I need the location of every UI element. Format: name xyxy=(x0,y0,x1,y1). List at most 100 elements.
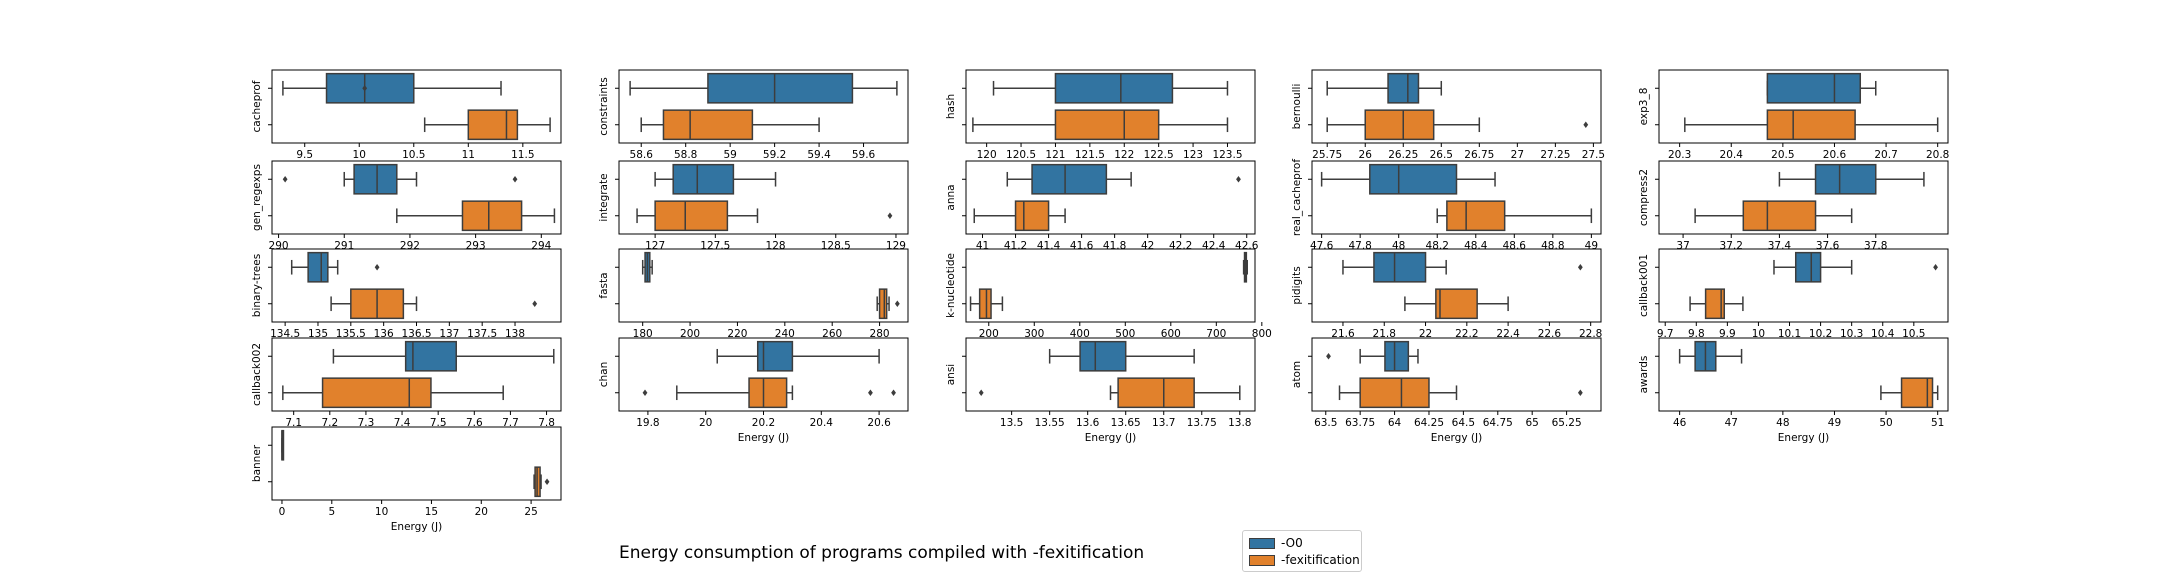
axes-frame xyxy=(618,248,909,323)
y-axis-label: constraints xyxy=(598,77,610,135)
x-tick-label: 37.2 xyxy=(1720,240,1743,252)
x-tick-label: 26 xyxy=(1359,149,1373,161)
x-tick-label: 15 xyxy=(425,506,438,518)
axes-frame xyxy=(618,160,909,235)
x-tick-label: 7.4 xyxy=(394,417,411,429)
box-o0 xyxy=(353,163,398,195)
subplot-exp3-8: 20.3 20.4 20.5 20.6 20.7 20.8 exp3_8 xyxy=(1638,69,1949,161)
x-tick-label: 48.2 xyxy=(1426,240,1449,252)
subplot-awards: 46 47 48 49 50 51 awards Energy (J) xyxy=(1638,337,1949,444)
outlier-o0 xyxy=(1577,264,1583,271)
x-tick-label: 200 xyxy=(979,328,999,340)
x-tick-label: 47.8 xyxy=(1348,240,1371,252)
y-axis-label: bernoulli xyxy=(1291,84,1303,130)
x-tick-label: 7.1 xyxy=(285,417,302,429)
box-fexitification xyxy=(1364,109,1435,141)
x-tick-label: 129 xyxy=(886,240,906,252)
legend-label-o0: -O0 xyxy=(1281,536,1303,550)
subplot-fasta: 180 200 220 240 260 280 fasta xyxy=(598,248,909,340)
x-tick-label: 240 xyxy=(775,328,795,340)
x-tick-label: 123 xyxy=(1183,149,1203,161)
x-tick-label: 13.65 xyxy=(1111,417,1141,429)
box-fexitification xyxy=(1359,377,1430,409)
x-axis-label: Energy (J) xyxy=(1085,432,1136,444)
outlier-o0 xyxy=(1326,353,1331,360)
box-fexitification xyxy=(748,377,788,409)
x-tick-label: 26.5 xyxy=(1430,149,1453,161)
x-tick-label: 293 xyxy=(466,240,486,252)
y-axis-label: awards xyxy=(1638,356,1650,394)
x-tick-label: 121.5 xyxy=(1075,149,1105,161)
x-axis-label: Energy (J) xyxy=(391,521,442,533)
x-tick-label: 41.2 xyxy=(1004,240,1027,252)
x-tick-label: 800 xyxy=(1252,328,1272,340)
subplot-binary-trees: 134.5 135 135.5 136 136.5 137 137.5 138 binary-t… xyxy=(251,248,562,340)
x-tick-label: 19.8 xyxy=(636,417,659,429)
x-tick-label: 137 xyxy=(439,328,459,340)
x-tick-label: 700 xyxy=(1206,328,1226,340)
box-o0 xyxy=(1373,251,1427,283)
x-tick-label: 20.6 xyxy=(1823,149,1847,161)
legend-label-fexitification: -fexitification xyxy=(1281,553,1360,567)
x-tick-label: 20.3 xyxy=(1668,149,1691,161)
subplot-real-cacheprof: 47.6 47.8 48 48.2 48.4 48.6 48.8 49 real_cachepr… xyxy=(1291,159,1602,252)
box-fexitification xyxy=(662,109,754,141)
x-tick-label: 7.5 xyxy=(430,417,447,429)
subplot-chan: 19.8 20 20.2 20.4 20.6 chan Energy (J) xyxy=(598,337,909,444)
x-tick-label: 135.5 xyxy=(336,328,366,340)
x-tick-label: 59 xyxy=(723,149,736,161)
x-tick-label: 37.8 xyxy=(1864,240,1887,252)
x-tick-label: 20.6 xyxy=(867,417,891,429)
x-tick-label: 11 xyxy=(462,149,475,161)
x-tick-label: 20 xyxy=(475,506,488,518)
box-fexitification xyxy=(1117,377,1195,409)
axes-frame xyxy=(965,248,1256,323)
box-o0 xyxy=(1794,251,1822,283)
box-fexitification xyxy=(1742,200,1817,232)
axes-frame xyxy=(1658,69,1949,144)
box-fexitification xyxy=(878,288,888,320)
x-tick-label: 9.9 xyxy=(1719,328,1736,340)
subplot-callback001: 9.7 9.8 9.9 10 10.1 10.2 10.3 10.4 10.5 callback0… xyxy=(1638,248,1949,340)
x-tick-label: 120.5 xyxy=(1006,149,1036,161)
outlier-fexitification xyxy=(642,389,648,396)
box-o0 xyxy=(1387,72,1420,104)
axes-frame xyxy=(1658,160,1949,235)
y-axis-label: ansi xyxy=(945,364,957,385)
x-tick-label: 64.5 xyxy=(1452,417,1475,429)
x-tick-label: 47 xyxy=(1725,417,1738,429)
y-axis-label: gen_regexps xyxy=(251,164,263,231)
axes-frame xyxy=(1658,337,1949,412)
x-tick-label: 9.7 xyxy=(1657,328,1674,340)
x-tick-label: 13.8 xyxy=(1228,417,1251,429)
x-tick-label: 10.1 xyxy=(1778,328,1801,340)
x-tick-label: 7.2 xyxy=(321,417,338,429)
x-tick-label: 48.6 xyxy=(1503,240,1527,252)
subplot-atom: 63.5 63.75 64 64.25 64.5 64.75 65 65.25 atom Ener… xyxy=(1291,337,1602,444)
box-o0 xyxy=(1814,163,1877,195)
x-axis-label: Energy (J) xyxy=(1778,432,1829,444)
box-fexitification xyxy=(321,377,432,409)
x-tick-label: 37 xyxy=(1676,240,1689,252)
x-tick-label: 400 xyxy=(1070,328,1090,340)
x-tick-label: 13.55 xyxy=(1035,417,1065,429)
x-tick-label: 127.5 xyxy=(700,240,730,252)
x-tick-label: 136 xyxy=(374,328,394,340)
x-tick-label: 180 xyxy=(633,328,653,340)
box-o0 xyxy=(1766,72,1862,104)
box-fexitification xyxy=(978,288,992,320)
axes-frame xyxy=(965,337,1256,412)
y-axis-label: banner xyxy=(251,444,263,482)
axes-frame xyxy=(1311,160,1602,235)
axes-frame xyxy=(965,69,1256,144)
axes-frame xyxy=(965,160,1256,235)
axes-frame xyxy=(1311,337,1602,412)
box-o0 xyxy=(307,251,329,283)
y-axis-label: atom xyxy=(1291,361,1303,388)
x-tick-label: 22.6 xyxy=(1538,328,1562,340)
x-tick-label: 48.8 xyxy=(1541,240,1564,252)
x-tick-label: 65 xyxy=(1526,417,1539,429)
x-tick-label: 20.2 xyxy=(752,417,775,429)
x-tick-label: 65.25 xyxy=(1552,417,1582,429)
